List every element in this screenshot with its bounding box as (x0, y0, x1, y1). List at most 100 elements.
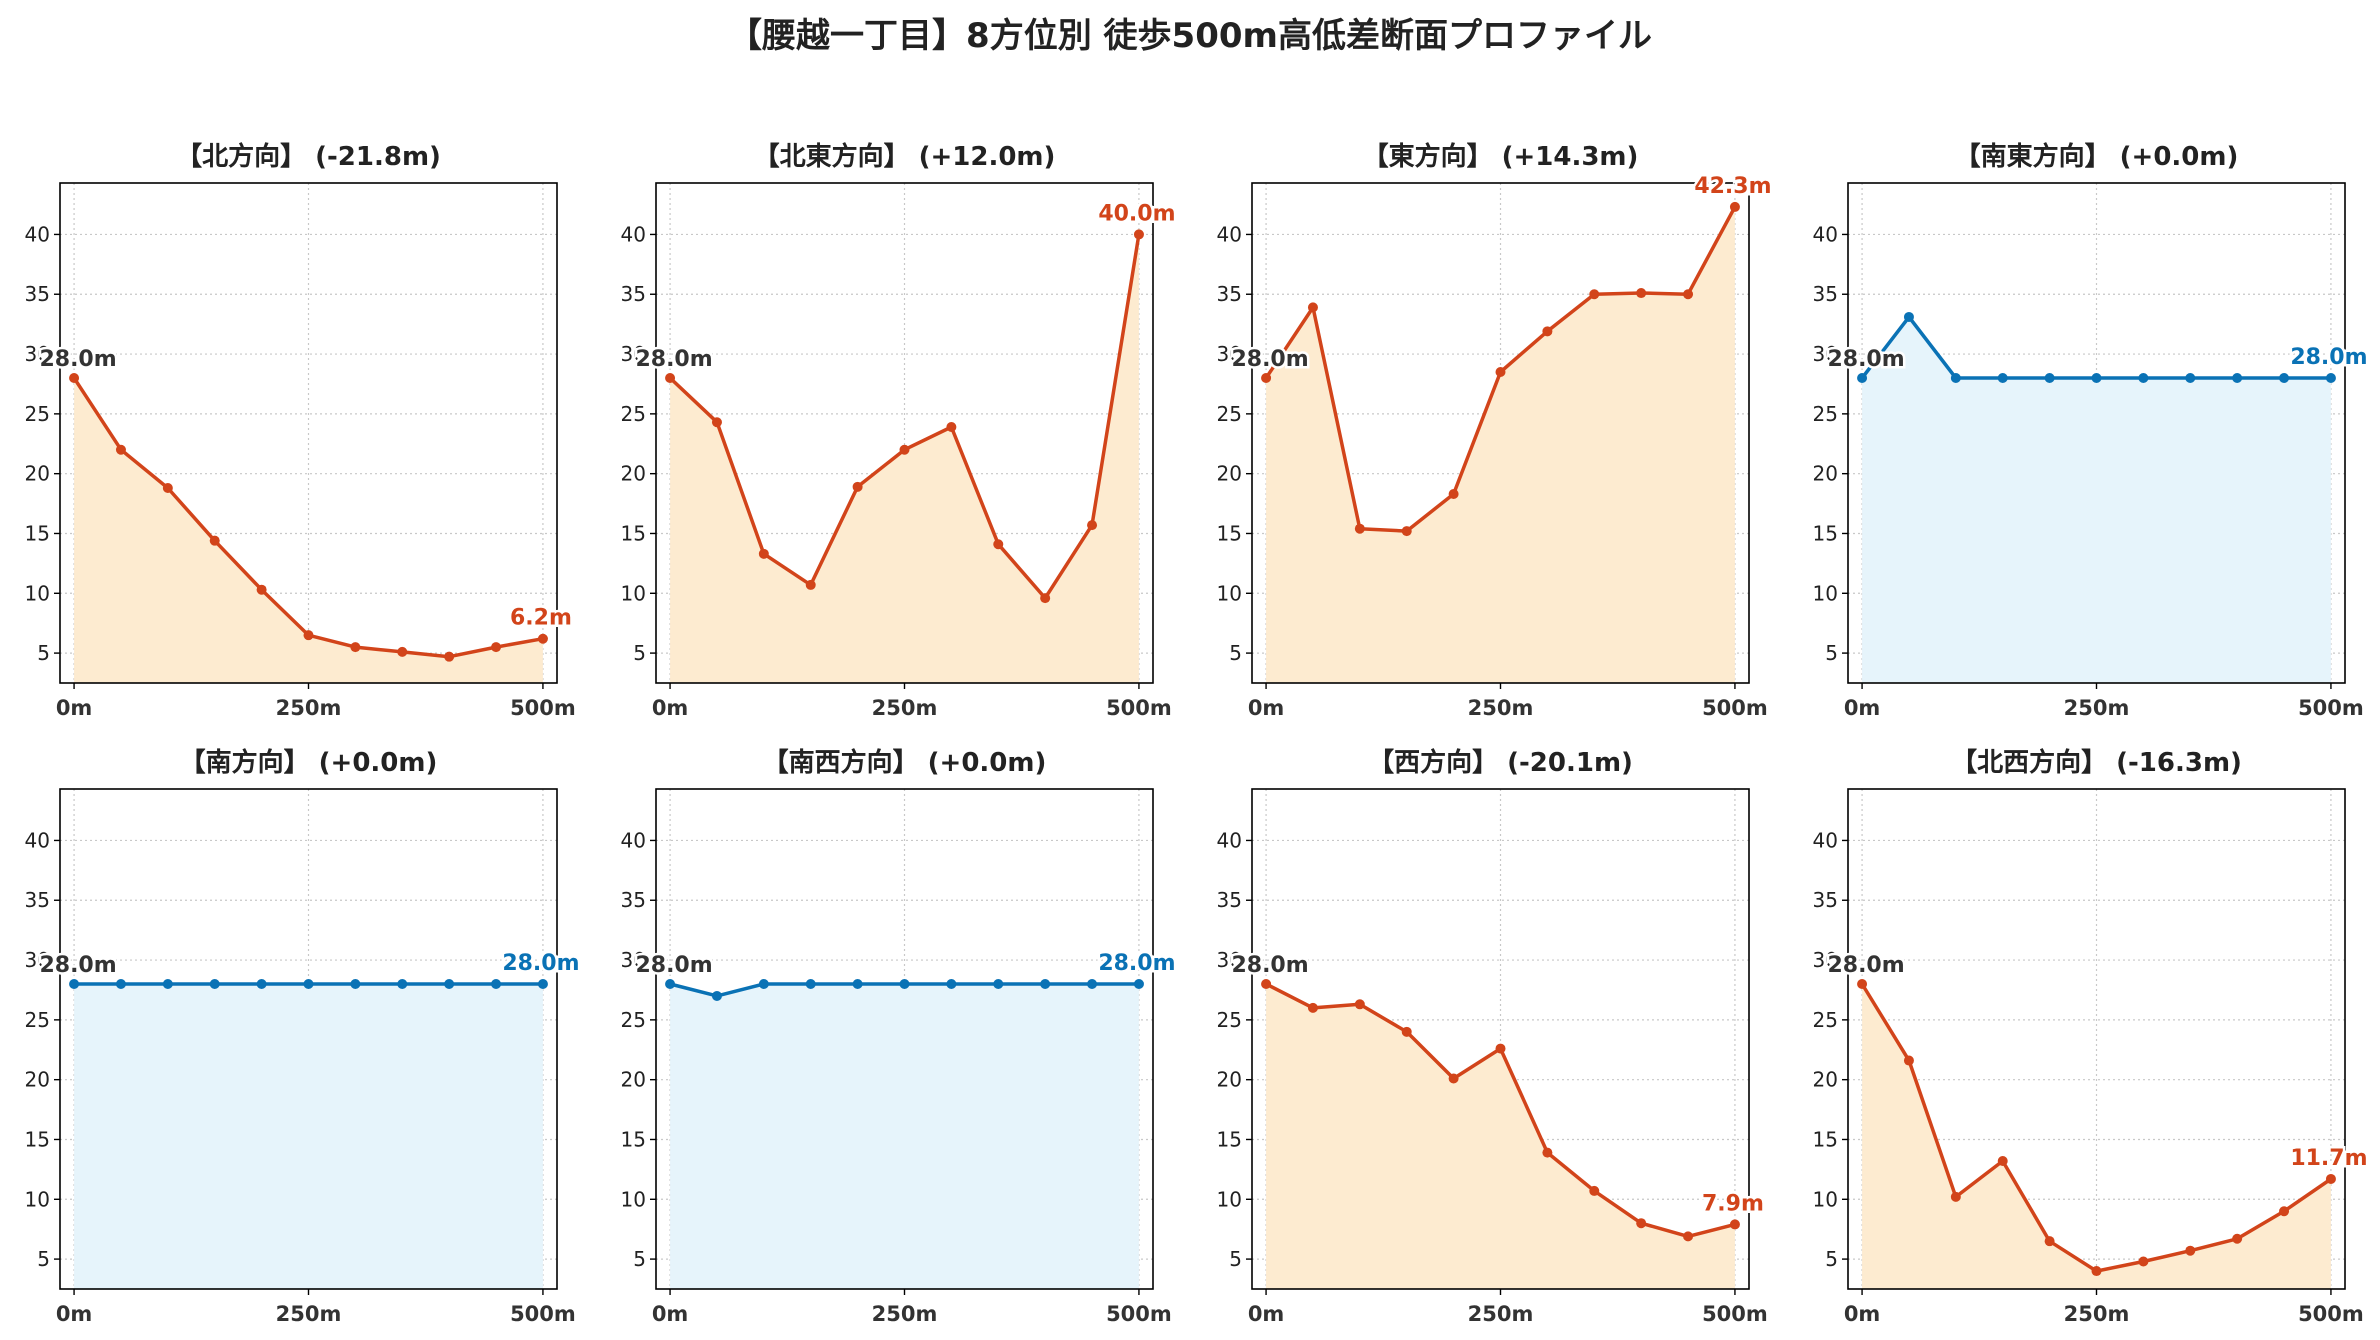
end-value-label: 11.7m (2290, 1146, 2367, 1171)
x-tick-label: 250m (1468, 1302, 1534, 1326)
y-tick-label: 15 (621, 1127, 646, 1151)
subplot-1: 【北方向】 (-21.8m) 5 10 15 20 25 30 35 40 0m 250m 500m 2… (25, 141, 576, 720)
data-point (2138, 1256, 2149, 1267)
y-tick-label: 20 (1813, 1068, 1838, 1092)
y-tick-label: 35 (1217, 282, 1242, 306)
data-point (852, 481, 863, 492)
data-point (1354, 523, 1365, 534)
y-tick-label: 25 (25, 402, 50, 426)
y-tick-label: 5 (633, 1247, 646, 1271)
y-tick-label: 5 (1825, 641, 1838, 665)
data-point (2044, 372, 2055, 383)
y-tick-label: 10 (1217, 1187, 1242, 1211)
y-tick-label: 5 (37, 1247, 50, 1271)
end-value-label: 6.2m (510, 606, 572, 631)
x-tick-label: 500m (2298, 1302, 2364, 1326)
y-tick-label: 15 (1813, 521, 1838, 545)
end-value-label: 28.0m (502, 951, 579, 976)
y-tick-label: 10 (25, 1187, 50, 1211)
x-tick-label: 0m (1844, 1302, 1881, 1326)
data-point (946, 422, 957, 433)
y-tick-label: 5 (37, 641, 50, 665)
y-tick-label: 35 (1813, 282, 1838, 306)
y-tick-label: 25 (1217, 402, 1242, 426)
subplot-7: 【西方向】 (-20.1m) 5 10 15 20 25 30 35 40 0m 250m 500m 2… (1217, 747, 1768, 1326)
data-point (1261, 372, 1272, 383)
data-point (2279, 1206, 2290, 1217)
data-point (1040, 593, 1051, 604)
x-tick-label: 0m (1248, 696, 1285, 720)
x-tick-label: 500m (510, 696, 576, 720)
data-point (69, 372, 80, 383)
data-point (2325, 372, 2336, 383)
data-point (1401, 1026, 1412, 1037)
y-tick-label: 30 (1813, 948, 1838, 972)
subplot-4: 【南東方向】 (+0.0m) 5 10 15 20 25 30 35 40 0m 250m 500m 2… (1813, 141, 2370, 720)
y-tick-label: 35 (621, 888, 646, 912)
x-tick-label: 500m (510, 1302, 576, 1326)
data-point (2232, 372, 2243, 383)
start-value-label: 28.0m (1827, 953, 1904, 978)
x-tick-label: 500m (1106, 696, 1172, 720)
data-point (397, 646, 408, 657)
start-value-label: 28.0m (1231, 347, 1308, 372)
data-point (2185, 1245, 2196, 1256)
x-tick-label: 250m (2064, 1302, 2130, 1326)
data-point (2138, 372, 2149, 383)
data-point (209, 978, 220, 989)
data-point (852, 978, 863, 989)
data-point (115, 978, 126, 989)
elevation-area (74, 378, 543, 683)
y-tick-label: 30 (25, 948, 50, 972)
x-tick-label: 250m (872, 1302, 938, 1326)
subplot-title: 【西方向】 (-20.1m) (1368, 747, 1633, 778)
x-tick-label: 0m (56, 1302, 93, 1326)
y-tick-label: 30 (621, 342, 646, 366)
y-tick-label: 15 (1217, 521, 1242, 545)
x-tick-label: 500m (1702, 696, 1768, 720)
data-point (665, 978, 676, 989)
start-value-label: 28.0m (1827, 347, 1904, 372)
data-point (1354, 999, 1365, 1010)
data-point (1448, 489, 1459, 500)
subplot-8: 【北西方向】 (-16.3m) 5 10 15 20 25 30 35 40 0m 250m 500m… (1813, 747, 2370, 1326)
data-point (1040, 978, 1051, 989)
data-point (1636, 288, 1647, 299)
y-tick-label: 25 (621, 402, 646, 426)
data-point (1683, 1231, 1694, 1242)
y-tick-label: 5 (1825, 1247, 1838, 1271)
subplot-title: 【南方向】 (+0.0m) (180, 747, 438, 778)
y-tick-label: 40 (621, 828, 646, 852)
x-tick-label: 0m (1844, 696, 1881, 720)
subplot-title: 【南西方向】 (+0.0m) (763, 747, 1047, 778)
y-tick-label: 35 (25, 888, 50, 912)
y-tick-label: 15 (621, 521, 646, 545)
x-tick-label: 250m (1468, 696, 1534, 720)
y-tick-label: 5 (1229, 1247, 1242, 1271)
y-tick-label: 40 (621, 222, 646, 246)
data-point (444, 651, 455, 662)
data-point (115, 444, 126, 455)
x-tick-label: 250m (276, 696, 342, 720)
data-point (491, 642, 502, 653)
y-tick-label: 15 (25, 521, 50, 545)
data-point (1495, 366, 1506, 377)
data-point (444, 978, 455, 989)
start-value-label: 28.0m (39, 347, 116, 372)
data-point (1950, 1191, 1961, 1202)
data-point (1448, 1073, 1459, 1084)
x-tick-label: 250m (2064, 696, 2130, 720)
data-point (1903, 1055, 1914, 1066)
data-point (1950, 372, 1961, 383)
data-point (2091, 1266, 2102, 1277)
data-point (711, 417, 722, 428)
figure-title: 【腰越一丁目】8方位別 徒歩500m高低差断面プロファイル (728, 16, 1652, 56)
y-tick-label: 15 (1217, 1127, 1242, 1151)
data-point (537, 978, 548, 989)
x-tick-label: 250m (276, 1302, 342, 1326)
x-tick-label: 250m (872, 696, 938, 720)
data-point (993, 978, 1004, 989)
y-tick-label: 10 (25, 581, 50, 605)
elevation-area (1862, 984, 2331, 1289)
